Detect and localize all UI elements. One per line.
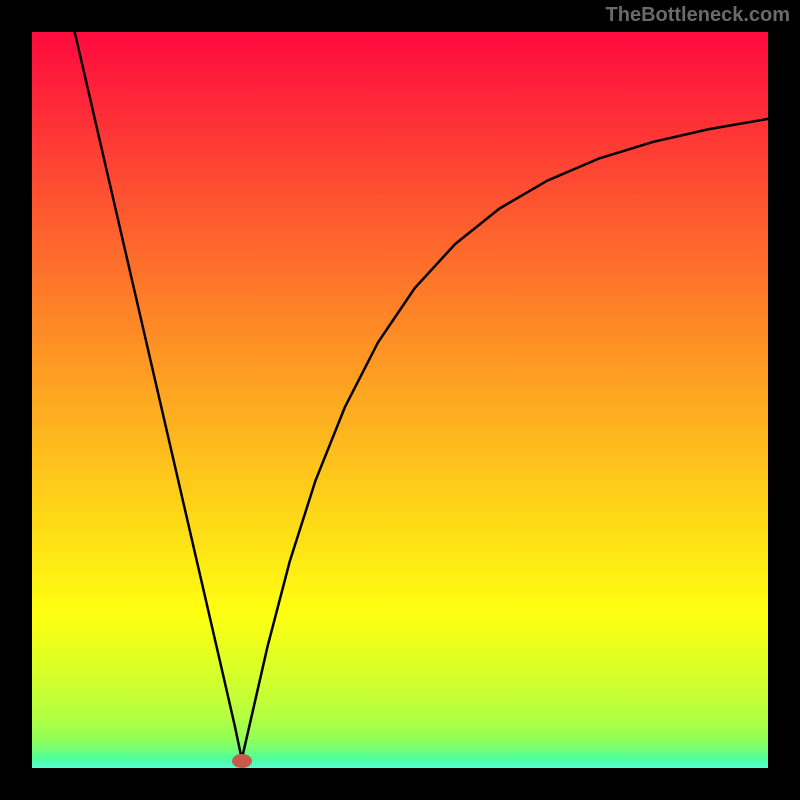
chart-container: TheBottleneck.com — [0, 0, 800, 800]
plot-area — [32, 32, 768, 768]
min-marker — [232, 754, 252, 768]
bottleneck-curve — [75, 32, 768, 759]
curve-svg — [32, 32, 768, 768]
watermark-text: TheBottleneck.com — [606, 4, 790, 27]
